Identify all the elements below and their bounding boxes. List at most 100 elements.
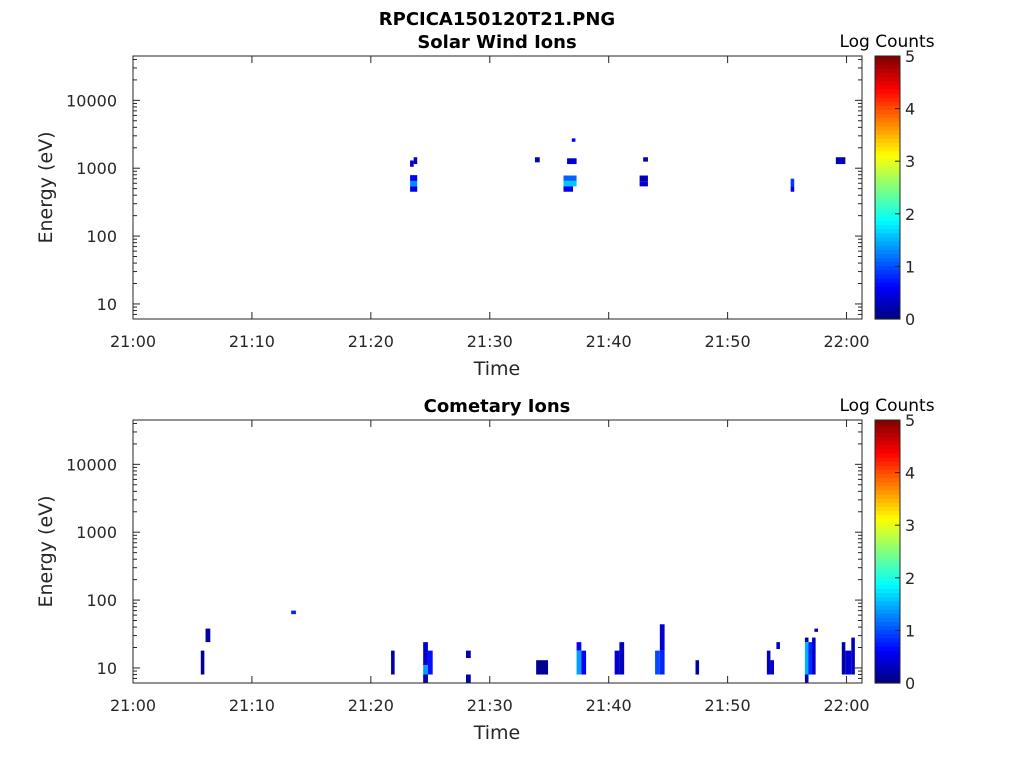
colorbar-segment: [875, 257, 900, 263]
heatmap-cell: [812, 637, 816, 675]
colorbar-segment: [875, 56, 900, 61]
colorbar-segment: [875, 420, 900, 425]
colorbar-segment: [875, 485, 900, 491]
colorbar-tick-label: 4: [905, 100, 915, 119]
colorbar-segment: [875, 448, 900, 454]
heatmap-cell: [200, 650, 205, 675]
colorbar-segment: [875, 440, 900, 446]
heatmap-cell: [563, 175, 577, 181]
colorbar-segment: [875, 117, 900, 123]
x-tick-label: 21:20: [348, 696, 394, 715]
heatmap-cell: [643, 157, 648, 162]
colorbar-segment: [875, 265, 900, 271]
colorbar-segment: [875, 105, 900, 111]
colorbar-segment: [875, 436, 900, 442]
heatmap-cell: [639, 181, 648, 187]
colorbar-segment: [875, 674, 900, 680]
heatmap-cell: [655, 650, 660, 675]
colorbar-segment: [875, 121, 900, 127]
heatmap-cell: [790, 186, 795, 192]
colorbar-segment: [875, 502, 900, 507]
colorbar-tick-label: 4: [905, 464, 915, 483]
heatmap-cell: [465, 650, 471, 659]
colorbar-segment: [875, 171, 900, 176]
heatmap-cell: [427, 650, 433, 675]
heatmap-cell: [576, 642, 582, 651]
colorbar-segment: [875, 637, 900, 643]
y-tick-label: 10: [97, 659, 117, 678]
colorbar-tick-label: 1: [905, 621, 915, 640]
colorbar-segment: [875, 559, 900, 565]
colorbar-segment: [875, 592, 900, 598]
heatmap-cell: [776, 642, 780, 650]
heatmap-cell: [841, 642, 846, 675]
colorbar-label: Log Counts: [839, 32, 934, 52]
colorbar-segment: [875, 456, 900, 462]
heatmap-cell: [804, 674, 809, 683]
heatmap-cell: [410, 180, 418, 187]
colorbar-segment: [875, 199, 900, 205]
colorbar-segment: [875, 68, 900, 74]
colorbar-segment: [875, 175, 900, 180]
heatmap-cell: [423, 665, 428, 675]
colorbar-segment: [875, 539, 900, 544]
colorbar-segment: [875, 588, 900, 594]
y-tick-label: 10000: [66, 455, 117, 474]
heatmap-cell: [639, 175, 648, 182]
x-tick-label: 21:40: [586, 696, 632, 715]
colorbar-segment: [875, 658, 900, 664]
heatmap-cell: [804, 642, 809, 675]
colorbar-segment: [875, 224, 900, 230]
y-axis-label: Energy (eV): [35, 131, 57, 243]
colorbar-segment: [875, 76, 900, 82]
colorbar-segment: [875, 535, 900, 540]
heatmap-cell: [423, 642, 428, 666]
colorbar-segment: [875, 273, 900, 279]
colorbar-segment: [875, 162, 900, 168]
colorbar-segment: [875, 654, 900, 659]
colorbar-segment: [875, 514, 900, 520]
heatmap-cell: [563, 186, 574, 192]
x-tick-label: 21:10: [229, 696, 275, 715]
colorbar-segment: [875, 641, 900, 647]
colorbar-segment: [875, 310, 900, 316]
x-tick-label: 21:50: [705, 332, 751, 351]
x-axis-label: Time: [473, 358, 521, 380]
colorbar-segment: [875, 576, 900, 581]
colorbar-segment: [875, 179, 900, 184]
heatmap-cell: [423, 674, 428, 683]
y-tick-label: 100: [86, 227, 117, 246]
colorbar-tick-label: 0: [905, 310, 915, 329]
colorbar-tick-label: 1: [905, 257, 915, 276]
colorbar-segment: [875, 563, 900, 569]
colorbar-segment: [875, 617, 900, 622]
colorbar-segment: [875, 477, 900, 483]
y-tick-label: 10: [97, 295, 117, 314]
heatmap-cell: [563, 180, 577, 187]
heatmap-cell: [410, 186, 418, 192]
colorbar-segment: [875, 138, 900, 143]
heatmap-cell: [571, 138, 576, 142]
colorbar-segment: [875, 286, 900, 291]
colorbar-segment: [875, 424, 900, 429]
colorbar-segment: [875, 134, 900, 139]
colorbar-box: [874, 55, 901, 320]
heatmap-cell: [534, 157, 540, 163]
colorbar-segment: [875, 444, 900, 450]
panel-1: Solar Wind Ions 21:00 21:10 21:20 21:30 21:40…: [35, 32, 935, 380]
colorbar-segment: [875, 600, 900, 606]
colorbar-segment: [875, 228, 900, 234]
heatmap-cell: [465, 674, 471, 683]
colorbar-segment: [875, 245, 900, 250]
heatmap-cells: [200, 610, 855, 683]
heatmap-cell: [619, 642, 625, 675]
colorbar-segment: [875, 314, 900, 320]
colorbar-segment: [875, 150, 900, 156]
heatmap-cell: [814, 628, 818, 632]
colorbar-segment: [875, 604, 900, 610]
heatmap-cells: [410, 138, 846, 192]
